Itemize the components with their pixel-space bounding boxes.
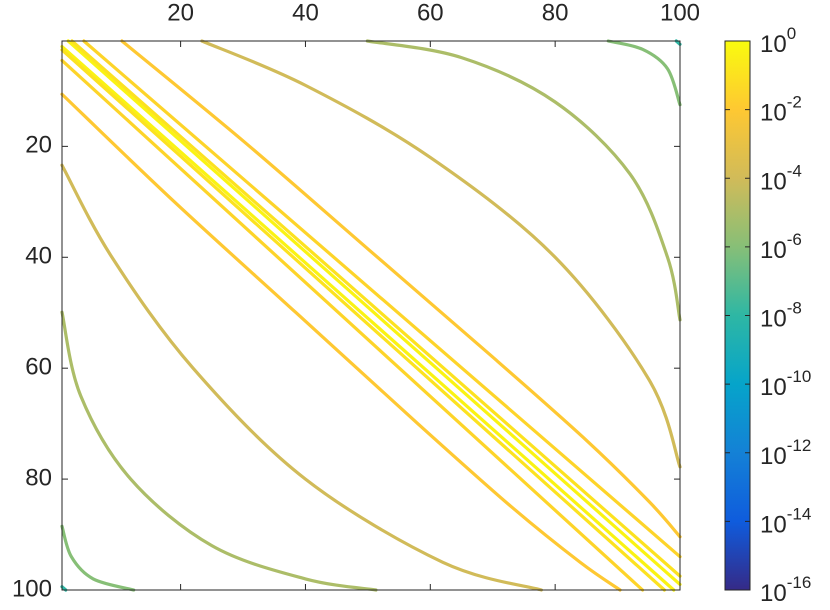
y-tick-label: 100	[12, 575, 52, 602]
tick-base: 10	[760, 443, 787, 470]
tick-base: 10	[760, 580, 787, 607]
contour-line	[60, 310, 378, 592]
tick-base: 10	[760, 237, 787, 264]
tick-exponent: -8	[787, 299, 802, 318]
x-tick-label: 40	[292, 0, 319, 26]
colorbar-tick-label: 10-16	[760, 573, 811, 607]
tick-exponent: -16	[787, 573, 812, 592]
colorbar-tick-label: 10-6	[760, 230, 802, 264]
y-tick-label: 20	[25, 132, 52, 159]
contour-line	[70, 39, 682, 578]
tick-exponent: -12	[787, 436, 812, 455]
x-tick-label: 20	[167, 0, 194, 26]
contour-line	[60, 44, 676, 592]
colorbar-tick-label: 10-10	[760, 368, 811, 402]
x-tick-label: 100	[660, 0, 700, 26]
tick-base: 10	[760, 512, 787, 539]
tick-base: 10	[760, 306, 787, 333]
contour-line	[66, 39, 682, 587]
axes-box	[61, 40, 681, 591]
y-tick-label: 80	[25, 464, 52, 491]
tick-base: 10	[760, 31, 787, 58]
colorbar-tick-label: 100	[760, 24, 796, 58]
tick-exponent: -10	[787, 368, 812, 387]
tick-exponent: 0	[787, 24, 796, 43]
contour-line	[60, 48, 666, 592]
y-tick-label: 40	[25, 243, 52, 270]
tick-exponent: -14	[787, 505, 812, 524]
contour-line	[60, 58, 645, 592]
colorbar-tick-label: 10-2	[760, 93, 802, 127]
y-tick-label: 60	[25, 354, 52, 381]
colorbar-tick-label: 10-14	[760, 505, 811, 539]
colorbar-tick-label: 10-12	[760, 436, 811, 470]
contour-line	[60, 163, 544, 592]
x-tick-label: 80	[542, 0, 569, 26]
contour-line	[60, 524, 136, 592]
contour-line	[200, 39, 682, 469]
contour-line	[60, 92, 622, 592]
colorbar-tick-label: 10-4	[760, 162, 802, 196]
tick-exponent: -6	[787, 230, 802, 249]
colorbar-tick-label: 10-8	[760, 299, 802, 333]
contour-line	[120, 39, 682, 539]
plot-area	[60, 39, 682, 592]
contour-line	[606, 39, 682, 107]
tick-exponent: -2	[787, 93, 802, 112]
x-tick-label: 60	[417, 0, 444, 26]
tick-base: 10	[760, 169, 787, 196]
tick-base: 10	[760, 374, 787, 401]
tick-base: 10	[760, 100, 787, 127]
tick-exponent: -4	[787, 162, 802, 181]
contour-line	[82, 39, 682, 559]
contour-line	[365, 39, 682, 322]
